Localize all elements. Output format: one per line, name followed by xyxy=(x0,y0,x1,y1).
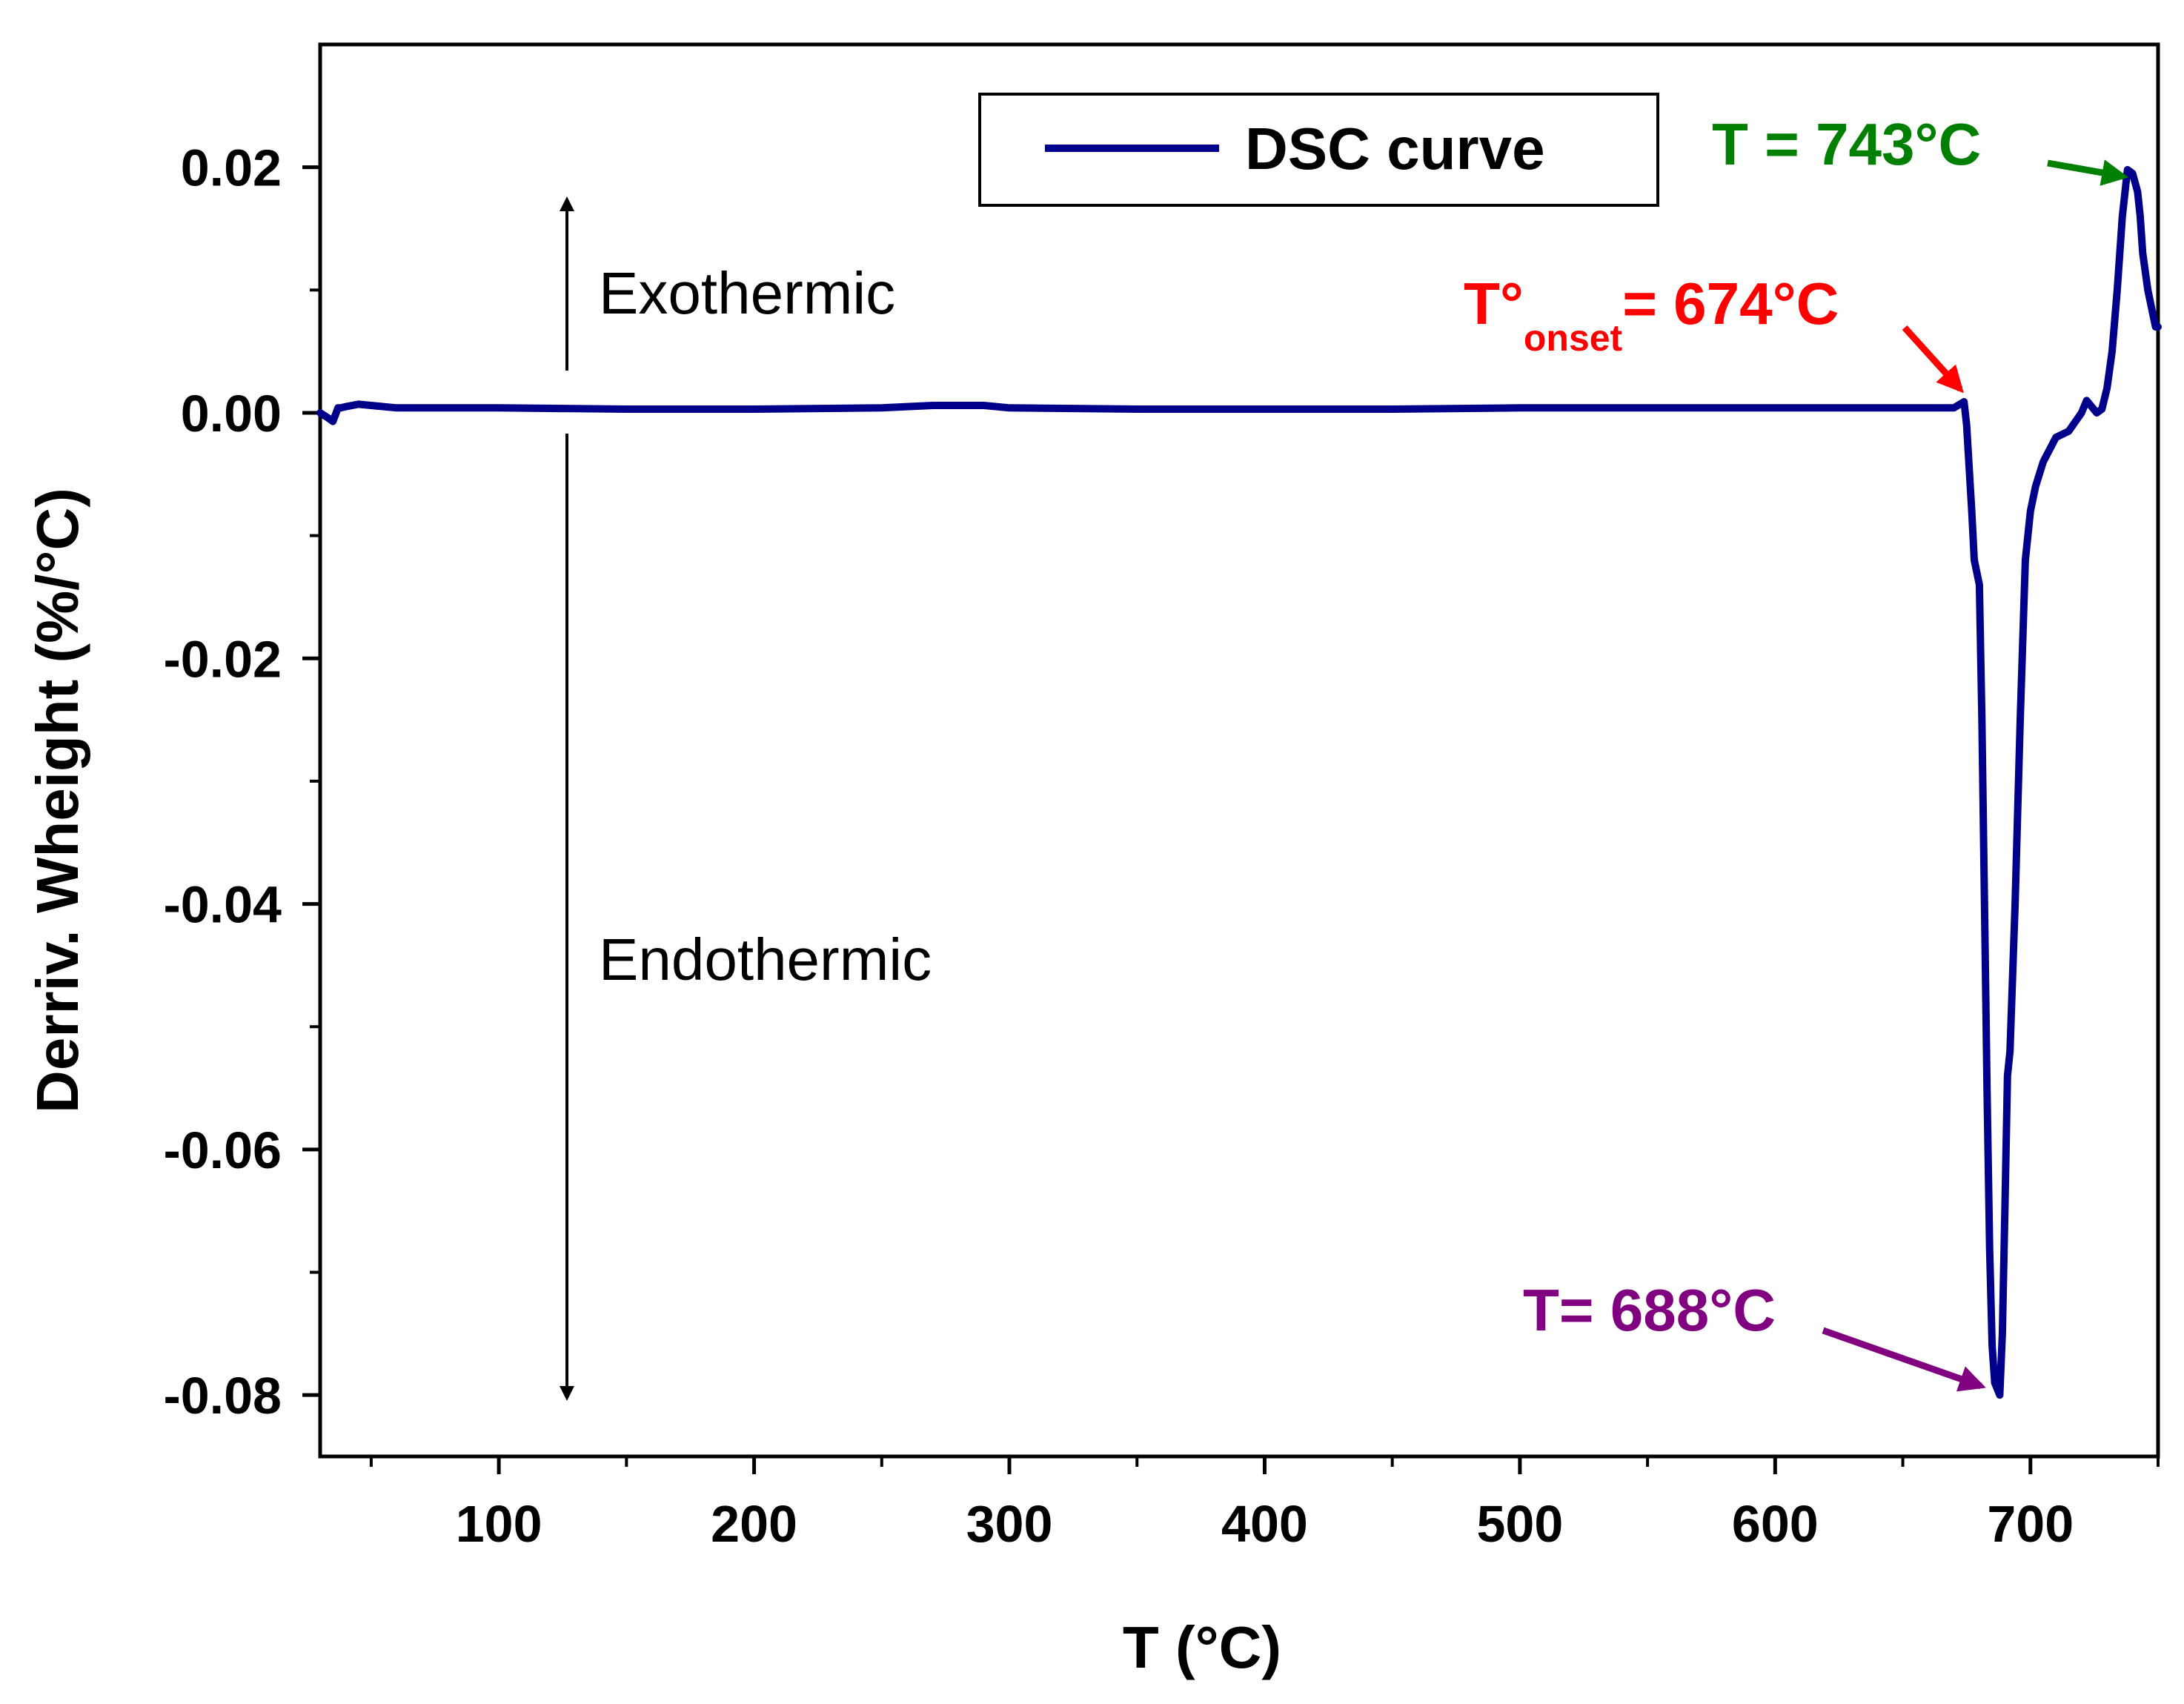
y-axis-ticks xyxy=(302,165,320,1397)
x-axis-title: T (°C) xyxy=(1123,1614,1281,1680)
annotation-peak-min-text: T= 688°C xyxy=(1523,1277,1776,1343)
x-tick-label: 400 xyxy=(1221,1495,1308,1553)
x-tick-label: 100 xyxy=(456,1495,542,1553)
annotation-onset-sub: onset xyxy=(1524,317,1623,359)
annotation-peak-max-arrow xyxy=(2047,159,2129,186)
y-tick-label: 0.00 xyxy=(181,385,282,442)
annotation-onset-arrow xyxy=(1902,325,1964,394)
annotation-peak-max: T = 743°C xyxy=(1712,111,2129,186)
x-tick-label: 500 xyxy=(1476,1495,1563,1553)
annotation-peak-min: T= 688°C xyxy=(1523,1277,1986,1392)
annotation-onset-text: T°onset= 674°C xyxy=(1464,271,1839,359)
y-tick-label: -0.06 xyxy=(163,1121,282,1179)
y-tick-label: 0.02 xyxy=(181,139,282,197)
dsc-curve-line xyxy=(316,166,2162,1399)
annotation-peak-max-text: T = 743°C xyxy=(1712,111,1981,177)
x-tick-label: 300 xyxy=(966,1495,1053,1553)
annotation-onset: T°onset= 674°C xyxy=(1464,271,1964,394)
legend: DSC curve xyxy=(978,93,1659,207)
legend-label: DSC curve xyxy=(1245,116,1545,182)
y-axis-tick-labels: 0.02 0.00 -0.02 -0.04 -0.06 -0.08 xyxy=(163,139,282,1425)
x-tick-label: 600 xyxy=(1732,1495,1819,1553)
y-tick-label: -0.04 xyxy=(163,876,282,934)
endothermic-label: Endothermic xyxy=(599,926,932,992)
x-tick-label: 700 xyxy=(1987,1495,2074,1553)
annotation-peak-min-arrow xyxy=(1822,1327,1986,1392)
y-tick-label: -0.02 xyxy=(163,630,282,688)
y-tick-label: -0.08 xyxy=(163,1367,282,1425)
annotation-onset-main: T° xyxy=(1464,271,1524,337)
y-axis-title: Derriv. Wheight (%/°C) xyxy=(24,488,90,1113)
x-axis-tick-labels: 100 200 300 400 500 600 700 xyxy=(456,1495,2074,1553)
exothermic-label: Exothermic xyxy=(599,260,895,326)
plot-frame xyxy=(318,42,2160,1459)
x-tick-label: 200 xyxy=(711,1495,797,1553)
annotation-onset-rest: = 674°C xyxy=(1622,271,1839,337)
x-axis-ticks xyxy=(369,1456,2160,1474)
